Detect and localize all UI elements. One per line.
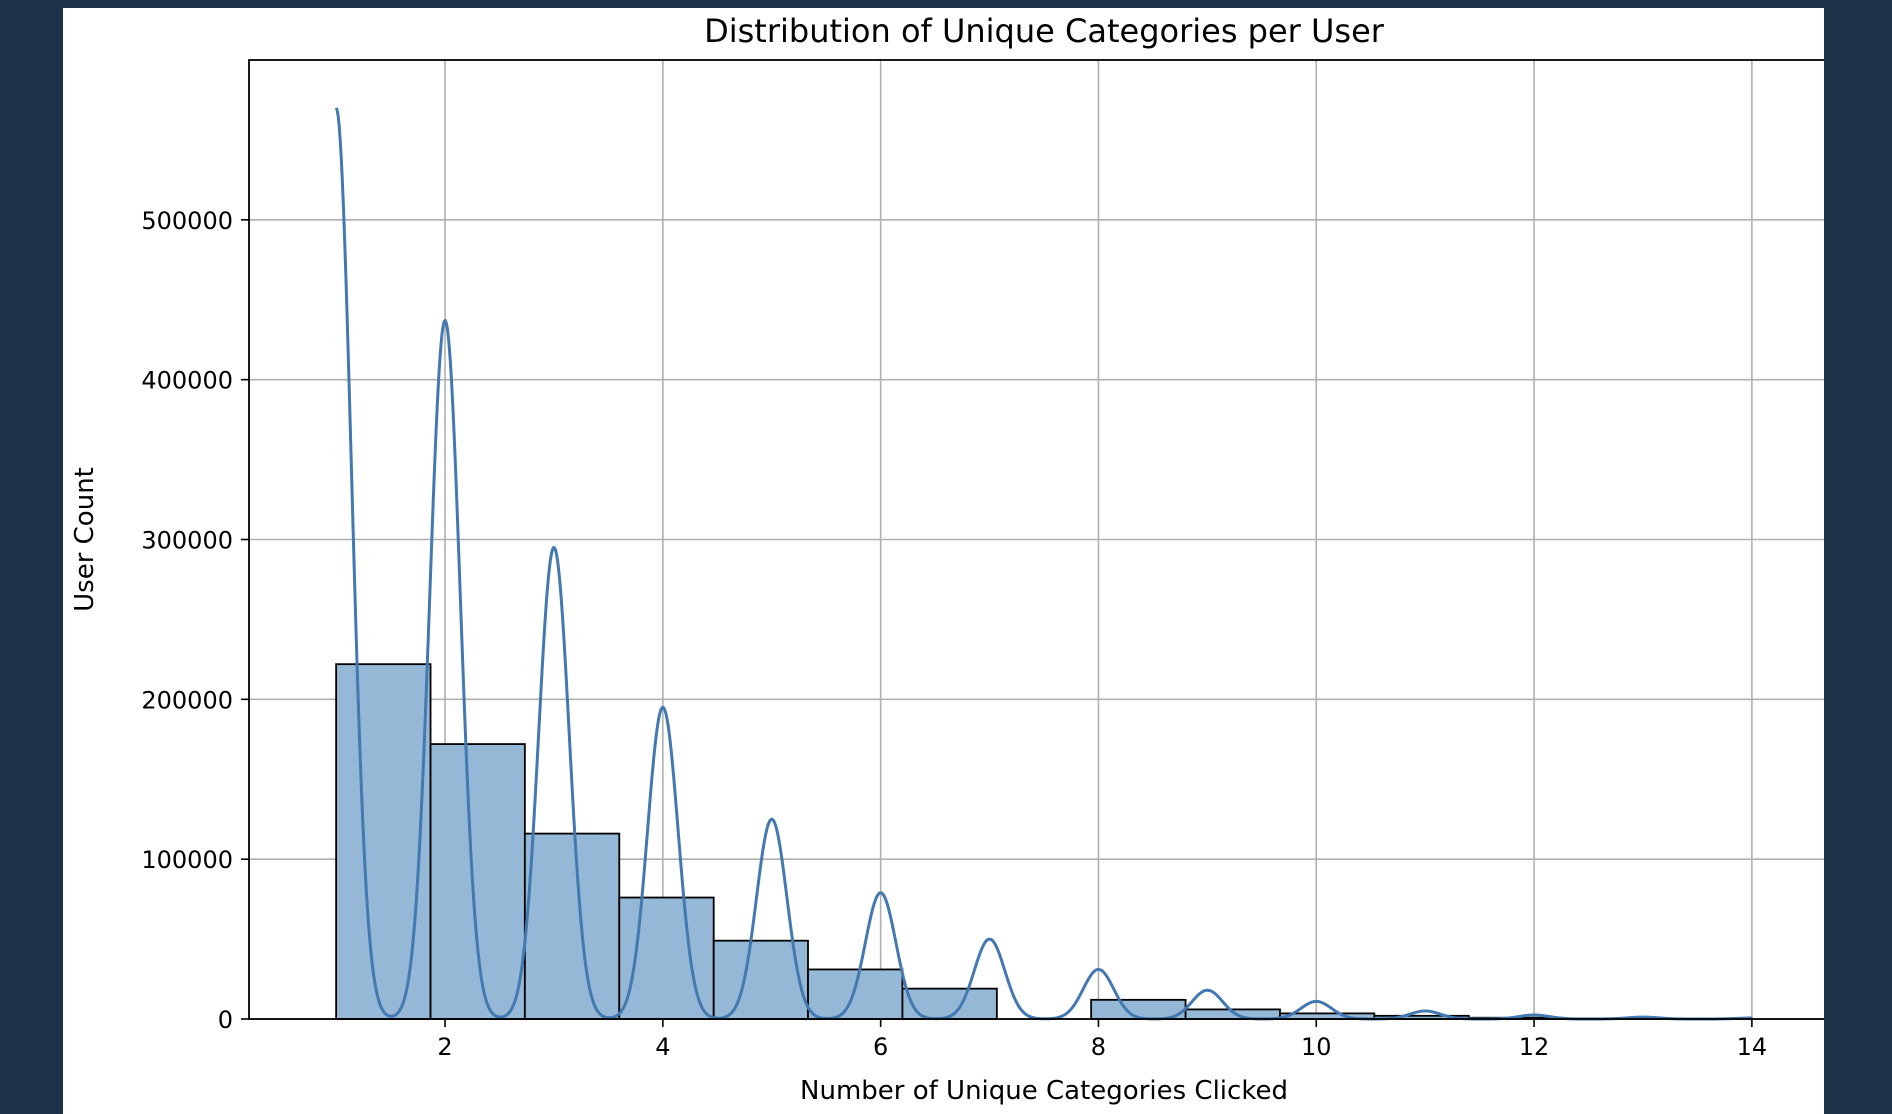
- histogram-bar: [901, 987, 998, 1020]
- x-tick-label: 12: [1519, 1033, 1550, 1061]
- x-tick-label: 10: [1301, 1033, 1332, 1061]
- x-tick-label: 2: [437, 1033, 452, 1061]
- y-tick-label: 200000: [141, 686, 233, 714]
- histogram-bar: [429, 743, 526, 1020]
- y-tick-label: 500000: [141, 207, 233, 235]
- chart-figure: 2 4 6 8 10 12 14 0 100000 200000 300000 400000 5000…: [63, 8, 1824, 1114]
- grid-lines: [249, 60, 1824, 1020]
- y-tick-label: 300000: [141, 527, 233, 555]
- y-tick-label: 400000: [141, 367, 233, 395]
- x-tick-label: 14: [1737, 1033, 1768, 1061]
- histogram-bar: [807, 968, 904, 1020]
- x-axis-ticks: 2 4 6 8 10 12 14: [437, 1019, 1767, 1061]
- y-tick-label: 100000: [141, 846, 233, 874]
- x-axis-label: Number of Unique Categories Clicked: [800, 1076, 1288, 1106]
- y-axis-ticks: 0 100000 200000 300000 400000 500000: [141, 207, 249, 1034]
- x-tick-label: 6: [873, 1033, 888, 1061]
- y-tick-label: 0: [218, 1006, 233, 1034]
- y-axis-label: User Count: [70, 467, 100, 612]
- histogram-bar: [523, 832, 621, 1020]
- chart-title: Distribution of Unique Categories per Us…: [704, 12, 1385, 50]
- x-tick-label: 4: [655, 1033, 670, 1061]
- x-tick-label: 8: [1091, 1033, 1106, 1061]
- histogram-bar: [335, 663, 432, 1020]
- histogram-bars: [335, 663, 1753, 1020]
- histogram-chart: 2 4 6 8 10 12 14 0 100000 200000 300000 400000 5000…: [70, 12, 1824, 1106]
